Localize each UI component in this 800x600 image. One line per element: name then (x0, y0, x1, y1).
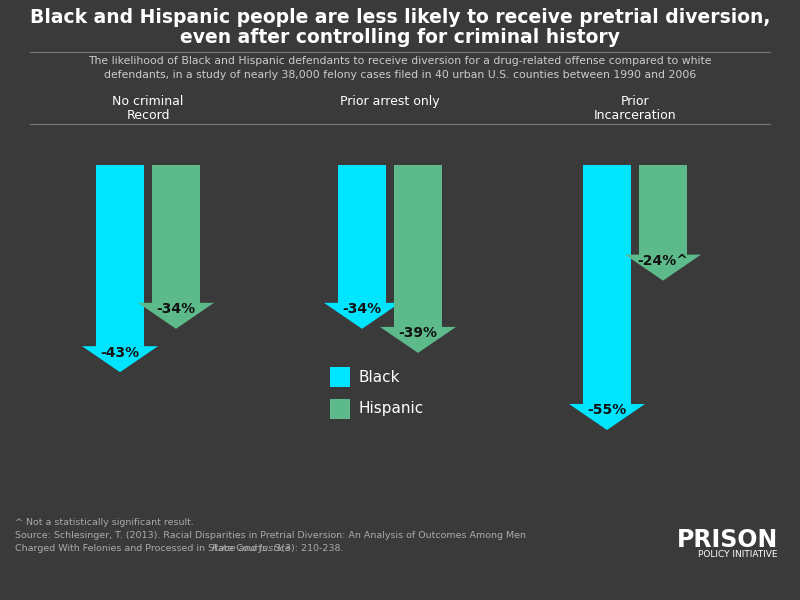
Bar (330, 399, 350, 419)
Text: -34%: -34% (342, 302, 382, 316)
Text: No criminal: No criminal (112, 95, 184, 108)
Text: POLICY INITIATIVE: POLICY INITIATIVE (698, 550, 778, 559)
Text: PRISON: PRISON (677, 528, 778, 552)
Polygon shape (569, 165, 645, 430)
Bar (330, 367, 350, 387)
Polygon shape (380, 165, 456, 353)
Text: -39%: -39% (398, 326, 438, 340)
Polygon shape (138, 165, 214, 329)
Text: Prior: Prior (621, 95, 650, 108)
Text: -55%: -55% (587, 403, 626, 418)
Text: -34%: -34% (157, 302, 195, 316)
Text: ^ Not a statistically significant result.: ^ Not a statistically significant result… (15, 518, 194, 527)
Text: Record: Record (126, 109, 170, 122)
Text: 3(3): 210-238.: 3(3): 210-238. (272, 544, 343, 553)
Text: Incarceration: Incarceration (594, 109, 676, 122)
Text: Source: Schlesinger, T. (2013). Racial Disparities in Pretrial Diversion: An Ana: Source: Schlesinger, T. (2013). Racial D… (15, 531, 526, 540)
Text: even after controlling for criminal history: even after controlling for criminal hist… (180, 28, 620, 47)
Text: Charged With Felonies and Processed in State Courts.: Charged With Felonies and Processed in S… (15, 544, 274, 553)
Text: The likelihood of Black and Hispanic defendants to receive diversion for a drug-: The likelihood of Black and Hispanic def… (88, 56, 712, 66)
Text: -43%: -43% (101, 346, 139, 359)
Text: Race and Justice: Race and Justice (212, 544, 291, 553)
Text: Prior arrest only: Prior arrest only (340, 95, 440, 108)
Polygon shape (82, 165, 158, 372)
Text: -24%^: -24%^ (638, 254, 689, 268)
Text: Black: Black (358, 370, 399, 385)
Text: Black and Hispanic people are less likely to receive pretrial diversion,: Black and Hispanic people are less likel… (30, 8, 770, 27)
Polygon shape (324, 165, 400, 329)
Text: Hispanic: Hispanic (358, 401, 423, 416)
Polygon shape (625, 165, 701, 281)
Text: defendants, in a study of nearly 38,000 felony cases filed in 40 urban U.S. coun: defendants, in a study of nearly 38,000 … (104, 70, 696, 80)
